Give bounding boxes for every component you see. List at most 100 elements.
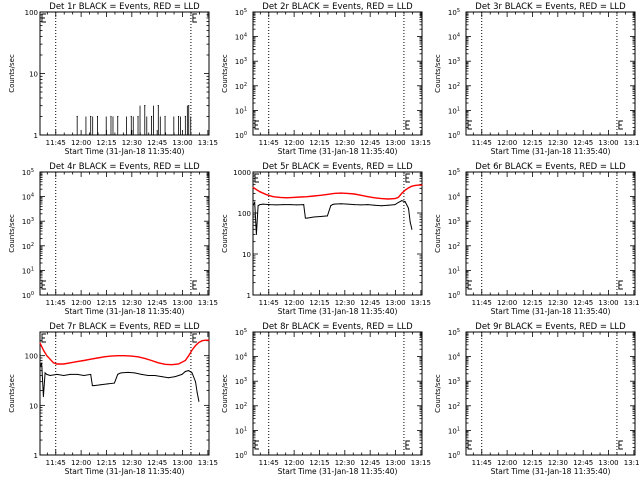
x-tick-label: 13:00	[385, 139, 405, 147]
panel-det-3: Det 3r BLACK = Events, RED = LLD 100 101 10…	[434, 2, 640, 156]
y-tick-label: 104	[22, 193, 34, 202]
x-tick-label: 11:45	[472, 139, 492, 147]
y-tick-label: 105	[448, 328, 460, 337]
y-axis-label: Counts/sec	[221, 54, 229, 93]
x-axis-label: Start Time (31-Jan-18 11:35:40)	[491, 147, 611, 156]
data-point	[39, 342, 41, 344]
panel-det-5: Det 5r BLACK = Events, RED = LLD 1 10 100 10…	[221, 162, 431, 316]
y-tick-label: 100	[235, 131, 247, 140]
data-point	[103, 356, 105, 358]
data-point	[110, 115, 112, 118]
end-bracket-marker	[192, 280, 197, 290]
data-point	[157, 105, 159, 107]
data-point	[330, 205, 332, 207]
data-point	[83, 360, 85, 362]
y-tick-label: 103	[22, 217, 34, 226]
data-point	[196, 392, 198, 394]
data-point	[272, 196, 274, 198]
x-tick-label: 13:00	[385, 459, 405, 467]
start-bracket-marker	[254, 120, 259, 130]
data-point	[63, 374, 65, 376]
x-tick-label: 12:30	[548, 299, 568, 307]
data-point	[367, 204, 369, 206]
data-point	[83, 374, 85, 376]
data-point	[56, 373, 58, 375]
data-point	[333, 192, 335, 194]
data-point	[124, 355, 125, 357]
data-point	[147, 374, 149, 376]
data-point	[289, 204, 291, 206]
data-point	[117, 373, 119, 375]
data-point	[164, 363, 166, 365]
y-tick-label: 101	[448, 426, 460, 435]
plot-frame	[465, 171, 636, 296]
data-point	[184, 360, 186, 362]
x-tick-label: 12:45	[573, 459, 593, 467]
end-bracket-marker	[192, 333, 197, 343]
x-tick-label: 12:15	[96, 139, 116, 147]
y-tick-label: 105	[448, 168, 460, 177]
x-tick-label: 12:00	[497, 299, 517, 307]
data-point	[130, 355, 132, 357]
data-point	[83, 134, 85, 136]
y-axis-label: Counts/sec	[8, 214, 16, 253]
end-bracket-marker	[618, 440, 623, 450]
data-point	[397, 196, 399, 198]
panel-title: Det 6r BLACK = Events, RED = LLD	[475, 162, 626, 172]
x-tick-label: 12:30	[122, 139, 142, 147]
series-events-line	[252, 200, 413, 235]
x-tick-label: 12:00	[497, 139, 517, 147]
data-point	[279, 196, 281, 198]
data-point	[421, 184, 423, 186]
panel-title: Det 8r BLACK = Events, RED = LLD	[262, 322, 413, 332]
data-point	[103, 134, 105, 136]
data-point	[387, 198, 389, 200]
data-point	[191, 349, 193, 351]
y-tick-label: 105	[448, 8, 460, 17]
y-tick-label: 10	[29, 71, 38, 79]
data-point	[269, 204, 271, 206]
plot-frame	[465, 331, 636, 456]
x-tick-label: 13:00	[598, 459, 618, 467]
data-point	[161, 376, 163, 378]
x-tick-label: 12:15	[522, 299, 542, 307]
x-tick-label: 12:15	[522, 139, 542, 147]
data-point	[401, 192, 403, 194]
y-tick-label: 104	[235, 33, 247, 42]
series-events-line	[39, 361, 200, 402]
data-point	[340, 192, 342, 194]
start-bracket-marker	[41, 333, 46, 343]
x-axis-label: Start Time (31-Jan-18 11:35:40)	[491, 467, 611, 476]
x-tick-label: 11:45	[259, 139, 279, 147]
x-tick-label: 12:15	[522, 459, 542, 467]
data-point	[255, 233, 257, 235]
data-point	[340, 203, 342, 205]
data-point	[380, 205, 382, 207]
data-point	[140, 373, 142, 375]
y-tick-label: 100	[25, 9, 38, 17]
start-bracket-marker	[254, 173, 259, 183]
x-axis-label: Start Time (31-Jan-18 11:35:40)	[278, 467, 398, 476]
x-tick-label: 13:00	[172, 139, 192, 147]
x-tick-label: 12:45	[573, 299, 593, 307]
data-point	[174, 376, 176, 378]
data-point	[353, 204, 355, 206]
x-tick-label: 12:00	[71, 139, 91, 147]
y-tick-label: 105	[22, 168, 34, 177]
x-axis-label: Start Time (31-Jan-18 11:35:40)	[65, 467, 185, 476]
x-tick-label: 13:00	[598, 139, 618, 147]
x-tick-label: 13:15	[198, 299, 218, 307]
y-axis-label: Counts/sec	[221, 214, 229, 253]
y-tick-label: 102	[448, 242, 460, 251]
x-tick-label: 13:00	[172, 299, 192, 307]
y-tick-label: 103	[448, 57, 460, 66]
x-tick-label: 12:00	[497, 459, 517, 467]
data-point	[299, 196, 301, 198]
data-point	[123, 134, 126, 136]
panel-title: Det 3r BLACK = Events, RED = LLD	[475, 2, 626, 12]
plot-frame	[39, 171, 210, 296]
data-point	[259, 204, 261, 206]
panel-title: Det 2r BLACK = Events, RED = LLD	[262, 2, 413, 12]
data-point	[76, 115, 78, 118]
